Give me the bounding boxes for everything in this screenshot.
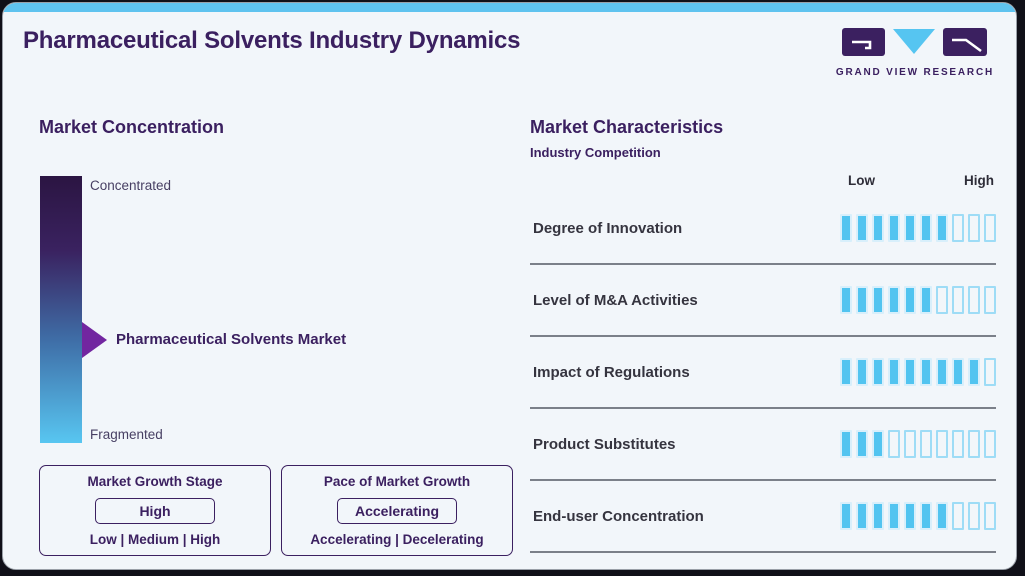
fragmented-label: Fragmented	[90, 427, 163, 442]
rating-scale-header: Low High	[530, 171, 996, 193]
top-accent-strip	[3, 3, 1016, 12]
rating-segment	[968, 502, 980, 530]
brand-logo: GRAND VIEW RESEARCH	[836, 27, 994, 78]
rating-segment	[920, 286, 932, 314]
characteristics-panel: Low High Degree of Innovation Level of M…	[530, 171, 996, 553]
rating-segment	[840, 430, 852, 458]
rating-segment	[840, 358, 852, 386]
characteristic-row: Product Substitutes	[530, 409, 996, 481]
rating-segment	[888, 214, 900, 242]
rating-segment	[856, 286, 868, 314]
rating-bar	[840, 502, 996, 530]
rating-segment	[856, 214, 868, 242]
characteristics-heading: Market Characteristics	[530, 117, 724, 137]
rating-segment	[952, 430, 964, 458]
page-title: Pharmaceutical Solvents Industry Dynamic…	[23, 27, 521, 54]
rating-segment	[984, 502, 996, 530]
rating-segment	[904, 286, 916, 314]
rating-segment	[888, 502, 900, 530]
characteristic-row: Degree of Innovation	[530, 193, 996, 265]
characteristic-label: Level of M&A Activities	[533, 291, 698, 309]
rating-segment	[968, 430, 980, 458]
rating-segment	[888, 430, 900, 458]
rating-segment	[984, 214, 996, 242]
rating-bar	[840, 358, 996, 386]
rating-segment	[952, 502, 964, 530]
rating-bar	[840, 214, 996, 242]
rating-segment	[840, 214, 852, 242]
pace-options: Accelerating | Decelerating	[310, 532, 484, 547]
rating-segment	[952, 358, 964, 386]
rating-segment	[872, 286, 884, 314]
rating-bar	[840, 430, 996, 458]
rating-segment	[888, 286, 900, 314]
rating-segment	[872, 502, 884, 530]
rating-segment	[936, 502, 948, 530]
rating-segment	[920, 214, 932, 242]
pace-value-badge: Accelerating	[337, 497, 457, 524]
rating-segment	[872, 430, 884, 458]
rating-segment	[936, 358, 948, 386]
concentration-gradient-bar	[40, 176, 82, 443]
scale-low-label: Low	[848, 173, 875, 188]
market-position-label: Pharmaceutical Solvents Market	[116, 331, 347, 348]
rating-segment	[936, 430, 948, 458]
rating-segment	[920, 502, 932, 530]
pace-title: Pace of Market Growth	[323, 474, 471, 489]
rating-bar	[840, 286, 996, 314]
growth-stage-title: Market Growth Stage	[87, 474, 223, 489]
rating-segment	[968, 214, 980, 242]
characteristic-row: End-user Concentration	[530, 481, 996, 553]
rating-segment	[904, 502, 916, 530]
characteristics-subheading: Industry Competition	[530, 145, 661, 160]
rating-segment	[872, 214, 884, 242]
rating-segment	[856, 358, 868, 386]
market-position-arrow-icon	[82, 322, 107, 358]
rating-segment	[904, 430, 916, 458]
gvr-logo-icon	[842, 27, 988, 62]
rating-segment	[904, 358, 916, 386]
rating-segment	[952, 214, 964, 242]
rating-segment	[968, 286, 980, 314]
characteristic-label: Product Substitutes	[533, 435, 676, 453]
market-growth-stage-box: Market Growth Stage High Low | Medium | …	[39, 465, 271, 556]
characteristic-label: Degree of Innovation	[533, 219, 683, 237]
rating-segment	[856, 502, 868, 530]
growth-stage-value-badge: High	[95, 497, 215, 524]
pace-of-growth-box: Pace of Market Growth Accelerating Accel…	[281, 465, 513, 556]
rating-segment	[952, 286, 964, 314]
rating-segment	[888, 358, 900, 386]
rating-segment	[872, 358, 884, 386]
rating-segment	[904, 214, 916, 242]
rating-segment	[840, 286, 852, 314]
characteristic-label: Impact of Regulations	[533, 363, 690, 381]
rating-segment	[984, 358, 996, 386]
growth-stage-options: Low | Medium | High	[89, 532, 221, 547]
concentration-heading: Market Concentration	[39, 117, 225, 137]
rating-segment	[920, 358, 932, 386]
scale-high-label: High	[964, 173, 994, 188]
characteristic-row: Impact of Regulations	[530, 337, 996, 409]
rating-segment	[840, 502, 852, 530]
brand-name: GRAND VIEW RESEARCH	[835, 67, 994, 78]
characteristic-label: End-user Concentration	[533, 507, 704, 525]
infographic-card: Pharmaceutical Solvents Industry Dynamic…	[2, 2, 1017, 570]
rating-segment	[856, 430, 868, 458]
rating-segment	[936, 214, 948, 242]
rating-segment	[920, 430, 932, 458]
rating-segment	[984, 430, 996, 458]
rating-segment	[984, 286, 996, 314]
rating-segment	[936, 286, 948, 314]
characteristic-row: Level of M&A Activities	[530, 265, 996, 337]
rating-segment	[968, 358, 980, 386]
concentrated-label: Concentrated	[90, 178, 172, 193]
